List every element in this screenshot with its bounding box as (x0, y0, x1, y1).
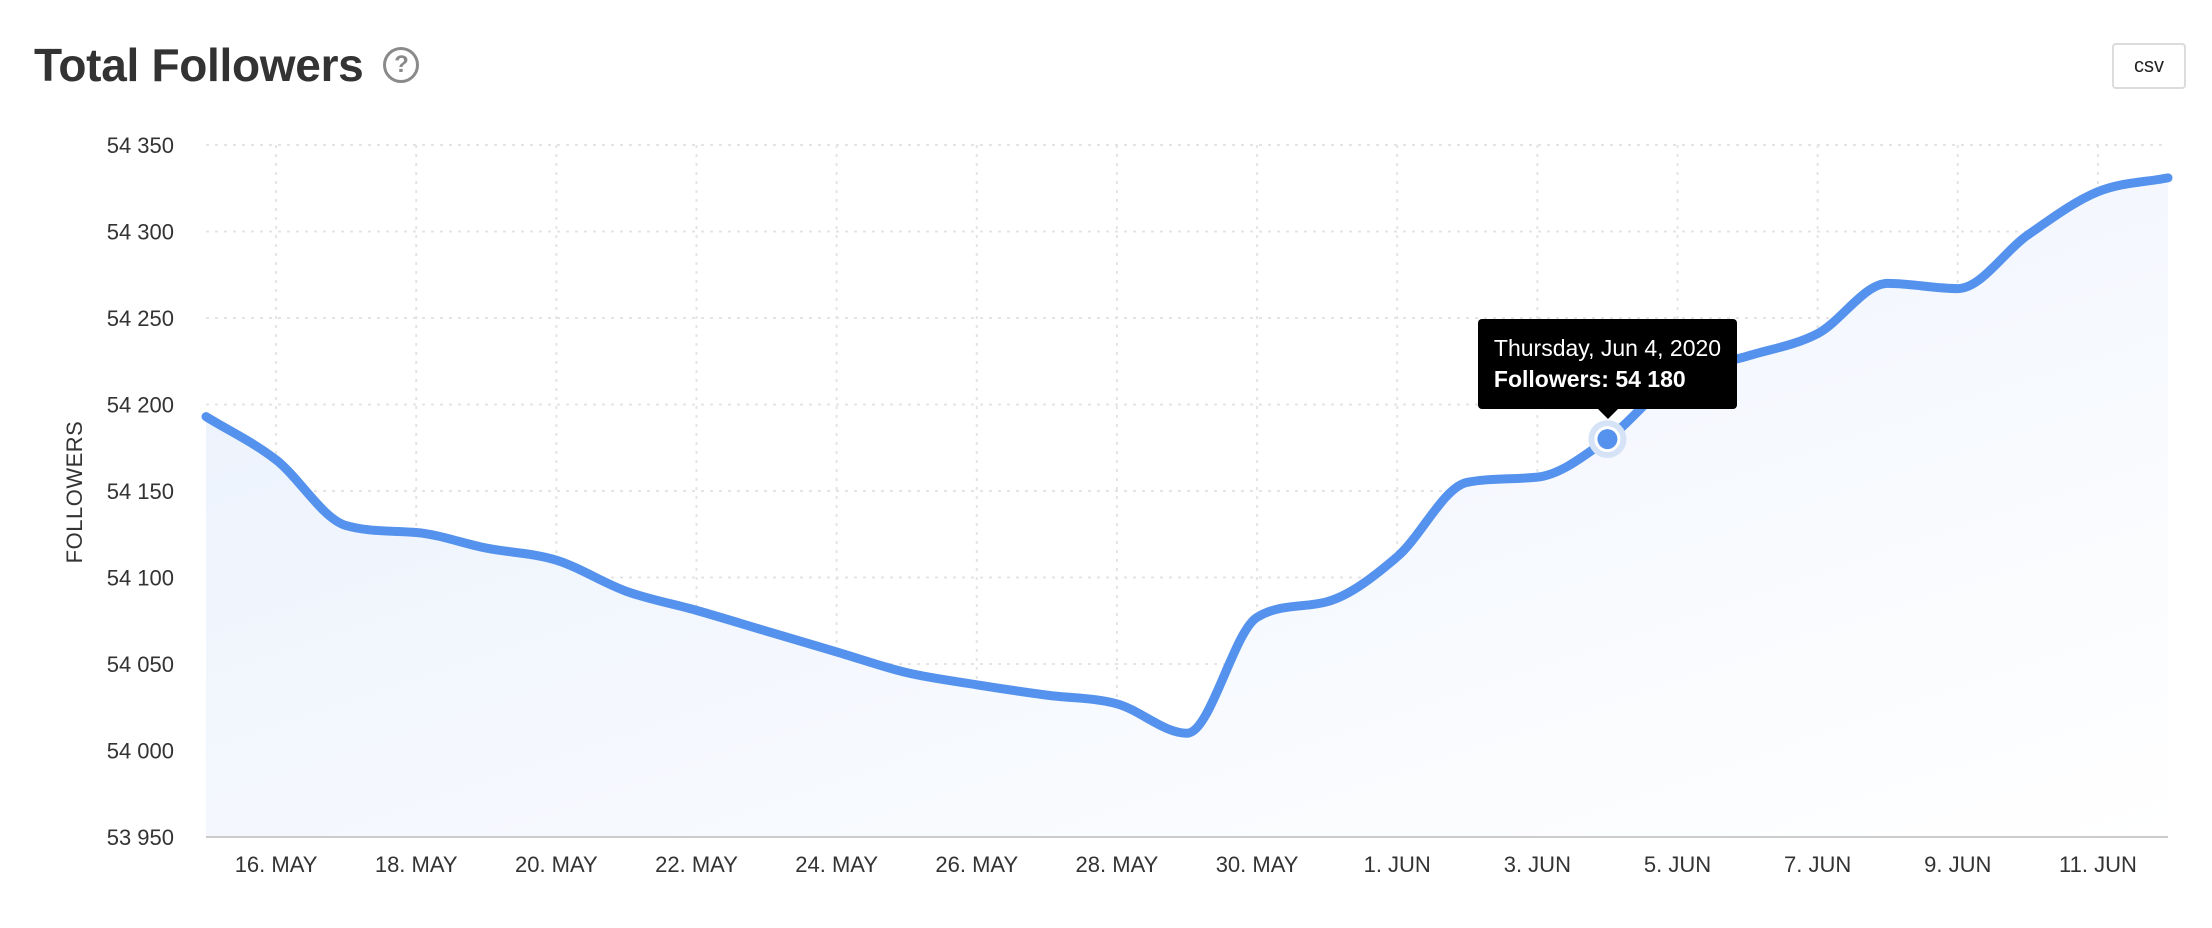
y-tick-label: 54 100 (107, 566, 174, 591)
data-point (201, 412, 211, 422)
data-point (2163, 173, 2173, 183)
data-point (271, 455, 281, 465)
tooltip-value: Followers: 54 180 (1493, 366, 1686, 393)
tooltip-date: Thursday, Jun 4, 2020 (1493, 335, 1722, 362)
y-tick-label: 53 950 (107, 825, 174, 850)
data-point (1813, 329, 1823, 339)
data-point (1322, 597, 1332, 607)
data-point (481, 543, 491, 553)
x-tick-label: 28. MAY (1076, 852, 1159, 877)
followers-series-line (201, 173, 2173, 738)
data-point (1532, 472, 1542, 482)
chart-title: Total Followers (34, 39, 364, 91)
data-point (902, 668, 912, 678)
y-tick-label: 54 150 (107, 479, 174, 504)
data-point (692, 605, 702, 615)
data-point (1743, 351, 1753, 361)
data-point (1182, 728, 1192, 738)
x-tick-label: 24. MAY (795, 852, 878, 877)
y-tick-label: 54 250 (107, 306, 174, 331)
y-tick-labels: 53 950 54 000 54 050 54 100 54 150 54 200 54 2… (107, 133, 174, 850)
y-tick-label: 54 350 (107, 133, 174, 158)
x-tick-label: 16. MAY (235, 852, 318, 877)
data-point (341, 521, 351, 531)
x-tick-label: 5. JUN (1644, 852, 1711, 877)
x-tick-label: 26. MAY (935, 852, 1018, 877)
x-tick-labels: 16. MAY 18. MAY 20. MAY 22. MAY 24. MAY 26. M… (235, 852, 2137, 877)
help-icon[interactable]: ? (383, 47, 420, 83)
highlight-point[interactable] (1597, 429, 1618, 450)
x-tick-label: 30. MAY (1216, 852, 1299, 877)
csv-export-button[interactable]: csv (2112, 43, 2186, 89)
data-point (1392, 552, 1402, 562)
data-point (2023, 230, 2033, 240)
data-point (1953, 284, 1963, 294)
y-tick-label: 54 200 (107, 393, 174, 418)
data-point (762, 626, 772, 636)
x-tick-label: 1. JUN (1364, 852, 1431, 877)
data-point (2093, 187, 2103, 197)
x-tick-label: 22. MAY (655, 852, 738, 877)
data-point (411, 528, 421, 538)
x-tick-label: 18. MAY (375, 852, 458, 877)
area-fill (206, 177, 2168, 837)
data-point (551, 555, 561, 565)
data-point (1252, 612, 1262, 622)
x-tick-label: 20. MAY (515, 852, 598, 877)
data-point (621, 586, 631, 596)
x-tick-label: 3. JUN (1504, 852, 1571, 877)
data-point (1042, 690, 1052, 700)
y-tick-label: 54 000 (107, 739, 174, 764)
data-point (972, 680, 982, 690)
x-tick-label: 7. JUN (1784, 852, 1851, 877)
y-axis-title: FOLLOWERS (62, 421, 87, 564)
data-tooltip: Thursday, Jun 4, 2020 Followers: 54 180 (1477, 319, 1738, 420)
data-point (1112, 699, 1122, 709)
y-tick-label: 54 300 (107, 220, 174, 245)
data-point (1462, 477, 1472, 487)
y-tick-label: 54 050 (107, 652, 174, 677)
x-tick-label: 9. JUN (1924, 852, 1991, 877)
x-tick-label: 11. JUN (2059, 852, 2137, 877)
data-point (832, 647, 842, 657)
data-point (1883, 278, 1893, 288)
chart-header: Total Followers ? (34, 38, 420, 92)
